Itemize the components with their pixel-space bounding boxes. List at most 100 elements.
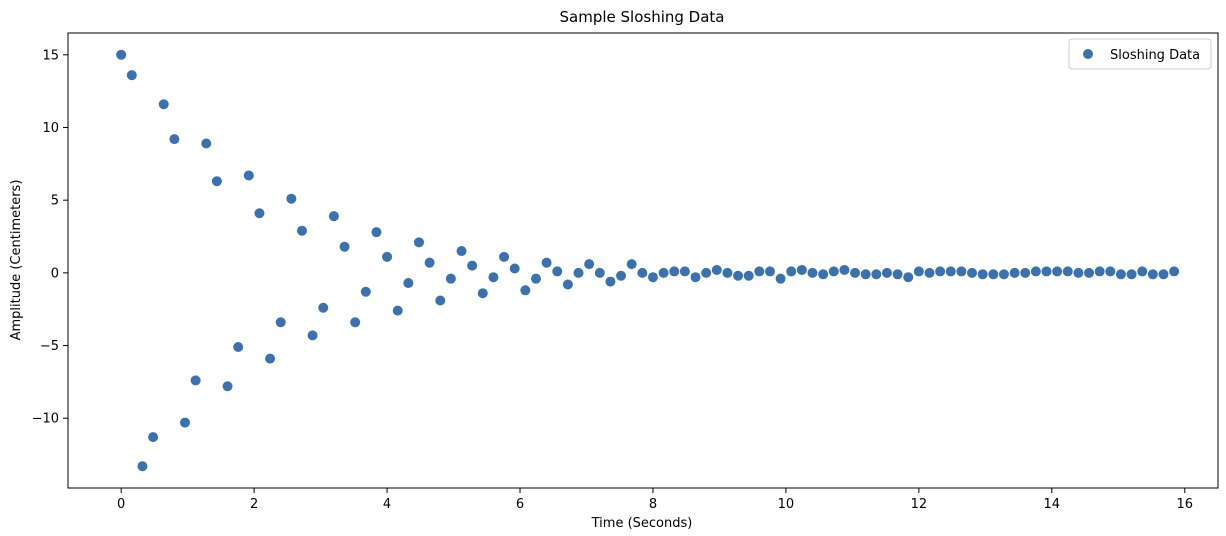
data-point — [116, 49, 127, 60]
data-point — [1105, 266, 1116, 277]
data-point — [243, 170, 254, 181]
data-point — [796, 264, 807, 275]
data-point — [137, 461, 148, 472]
y-tick-label: −5 — [40, 339, 59, 354]
data-point — [1030, 266, 1041, 277]
data-point — [488, 272, 499, 283]
data-point — [1041, 266, 1052, 277]
data-point — [467, 260, 478, 271]
data-point — [265, 353, 276, 364]
data-point — [701, 267, 712, 278]
y-tick-label: −10 — [32, 412, 59, 427]
legend: Sloshing Data — [1068, 38, 1212, 70]
data-point — [913, 266, 924, 277]
data-point — [435, 295, 446, 306]
data-point — [318, 302, 329, 313]
x-tick-label: 8 — [649, 497, 657, 512]
data-point — [605, 276, 616, 287]
data-point — [296, 225, 307, 236]
data-point — [552, 266, 563, 277]
chart-title: Sample Sloshing Data — [560, 8, 725, 26]
data-point — [722, 267, 733, 278]
x-tick-label: 4 — [383, 497, 391, 512]
data-point — [754, 266, 765, 277]
data-point — [647, 272, 658, 283]
data-point — [977, 269, 988, 280]
data-point — [445, 273, 456, 284]
data-point — [669, 266, 680, 277]
data-point — [786, 266, 797, 277]
x-tick-label: 10 — [778, 497, 795, 512]
legend-label: Sloshing Data — [1110, 48, 1200, 63]
data-point — [988, 269, 999, 280]
data-point — [658, 267, 669, 278]
data-point — [616, 270, 627, 281]
data-point — [339, 241, 350, 252]
data-point — [1137, 266, 1148, 277]
data-point — [1009, 267, 1020, 278]
y-tick-label: 15 — [42, 48, 59, 63]
data-point — [1158, 269, 1169, 280]
data-point — [594, 267, 605, 278]
data-point — [169, 134, 180, 145]
x-axis-label: Time (Seconds) — [591, 516, 693, 531]
data-point — [860, 269, 871, 280]
data-point — [520, 285, 531, 296]
data-point — [764, 266, 775, 277]
y-axis-label: Amplitude (Centimeters) — [9, 180, 24, 341]
data-point — [1073, 267, 1084, 278]
data-point — [711, 264, 722, 275]
data-point — [850, 267, 861, 278]
data-point — [679, 266, 690, 277]
data-point — [998, 269, 1009, 280]
data-point — [509, 263, 520, 274]
data-point — [871, 269, 882, 280]
data-point — [541, 257, 552, 268]
data-point — [499, 251, 510, 262]
legend-box — [1068, 38, 1212, 70]
data-point — [1094, 266, 1105, 277]
data-point — [775, 273, 786, 284]
data-point — [690, 272, 701, 283]
x-tick-label: 0 — [117, 497, 125, 512]
data-point — [573, 267, 584, 278]
data-point — [584, 259, 595, 270]
x-tick-label: 14 — [1044, 497, 1061, 512]
data-point — [743, 270, 754, 281]
data-point — [967, 267, 978, 278]
data-point — [1115, 269, 1126, 280]
data-point — [179, 417, 190, 428]
data-point — [1126, 269, 1137, 280]
y-tick-label: 10 — [42, 121, 59, 136]
data-point — [477, 288, 488, 299]
data-point — [254, 208, 265, 219]
data-point — [148, 432, 159, 443]
data-point — [1147, 269, 1158, 280]
data-point — [903, 272, 914, 283]
data-point — [626, 259, 637, 270]
data-point — [530, 273, 541, 284]
data-point — [403, 278, 414, 289]
y-tick-label: 5 — [51, 194, 59, 209]
data-point — [222, 381, 233, 392]
data-point — [828, 266, 839, 277]
data-point — [201, 138, 212, 149]
data-point — [924, 267, 935, 278]
legend-marker — [1083, 49, 1093, 59]
data-point — [945, 266, 956, 277]
data-points — [116, 49, 1180, 472]
data-point — [1084, 267, 1095, 278]
plot-area-frame — [67, 32, 1219, 489]
data-point — [360, 286, 371, 297]
data-point — [807, 267, 818, 278]
data-point — [286, 193, 297, 204]
x-tick-label: 6 — [516, 497, 524, 512]
x-tick-label: 2 — [250, 497, 258, 512]
data-point — [637, 267, 648, 278]
x-tick-label: 16 — [1176, 497, 1193, 512]
data-point — [382, 251, 393, 262]
data-point — [818, 269, 829, 280]
data-point — [392, 305, 403, 316]
